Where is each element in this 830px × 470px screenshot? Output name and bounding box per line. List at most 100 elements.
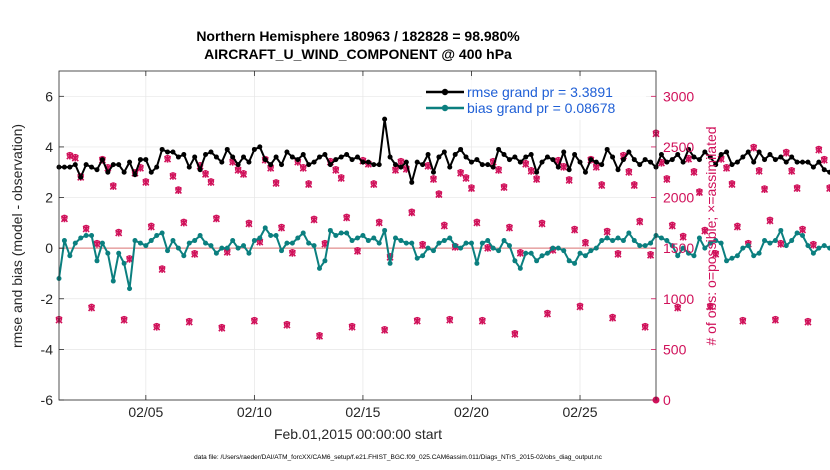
rmse-point xyxy=(203,152,209,158)
bias-point xyxy=(197,233,203,238)
obs-assimilated-point xyxy=(158,265,166,273)
bias-point xyxy=(295,235,301,241)
bias-point xyxy=(420,253,426,259)
y-tick-label: -2 xyxy=(41,291,54,307)
bias-point xyxy=(322,258,328,264)
obs-assimilated-point xyxy=(147,223,155,231)
bias-point xyxy=(550,245,556,251)
bias-point xyxy=(572,260,578,266)
bias-point xyxy=(365,238,371,244)
bias-point xyxy=(213,250,219,256)
rmse-point xyxy=(637,162,643,168)
obs-assimilated-point xyxy=(522,160,530,168)
rmse-point xyxy=(333,157,339,163)
bias-point xyxy=(235,245,241,251)
rmse-point xyxy=(78,174,84,180)
obs-assimilated-point xyxy=(663,175,671,183)
obs-assimilated-point xyxy=(413,317,421,325)
bias-point xyxy=(501,238,507,244)
obs-assimilated-point xyxy=(180,219,188,227)
rmse-point xyxy=(810,164,816,170)
bias-point xyxy=(170,238,176,244)
y-tick-label: 6 xyxy=(45,88,53,104)
rmse-point xyxy=(517,159,523,165)
obs-assimilated-point xyxy=(603,228,611,236)
bias-point xyxy=(203,240,209,246)
rmse-point xyxy=(398,164,404,170)
obs-assimilated-point xyxy=(207,178,215,186)
bias-point xyxy=(246,250,252,256)
rmse-point xyxy=(669,157,675,163)
obs-assimilated-point xyxy=(516,249,524,257)
legend-rmse-label: rmse grand pr = 3.3891 xyxy=(467,84,613,100)
obs-assimilated-point xyxy=(793,184,801,192)
rmse-point xyxy=(197,167,203,173)
bias-point xyxy=(154,233,160,238)
bias-point xyxy=(99,240,105,246)
bias-point xyxy=(61,238,67,244)
legend-bias-label: bias grand pr = 0.08678 xyxy=(467,100,615,116)
rmse-point xyxy=(555,164,561,170)
rmse-point xyxy=(219,159,225,165)
bias-point xyxy=(441,238,447,244)
obs-assimilated-point xyxy=(679,233,687,241)
rmse-point xyxy=(132,172,138,178)
obs-assimilated-point xyxy=(500,183,508,191)
bias-point xyxy=(273,233,279,238)
y-right-tick-label: 1000 xyxy=(663,291,694,307)
rmse-point xyxy=(734,159,740,165)
rmse-point xyxy=(371,162,377,168)
obs-assimilated-point xyxy=(565,176,573,184)
rmse-point xyxy=(631,157,637,163)
obs-assimilated-point xyxy=(310,216,318,224)
chart-subtitle: AIRCRAFT_U_WIND_COMPONENT @ 400 hPa xyxy=(204,46,512,62)
rmse-point xyxy=(588,157,594,163)
rmse-point xyxy=(230,154,236,160)
rmse-point xyxy=(490,164,496,170)
bias-point xyxy=(485,238,491,244)
obs-assimilated-point xyxy=(560,163,568,171)
bias-point xyxy=(463,240,469,246)
obs-assimilated-point xyxy=(191,250,199,258)
y-right-tick-label: 3000 xyxy=(663,88,694,104)
rmse-point xyxy=(561,149,567,155)
rmse-point xyxy=(566,167,572,173)
rmse-point xyxy=(355,154,360,160)
obs-assimilated-point xyxy=(625,168,633,176)
rmse-point xyxy=(67,164,73,170)
bias-point xyxy=(783,243,789,249)
rmse-point xyxy=(154,164,160,170)
obs-assimilated-point xyxy=(218,324,226,332)
bias-point xyxy=(827,245,830,251)
obs-assimilated-point xyxy=(630,181,638,189)
bias-point xyxy=(474,260,480,266)
legend-bias-marker xyxy=(441,104,449,112)
bias-point xyxy=(544,250,550,256)
obs-assimilated-point xyxy=(798,226,807,234)
x-tick-label: 02/05 xyxy=(128,404,163,420)
obs-assimilated-point xyxy=(429,175,438,183)
bias-point xyxy=(360,233,366,238)
rmse-point xyxy=(778,154,784,160)
y-tick-label: 2 xyxy=(45,190,53,206)
obs-assimilated-point xyxy=(125,255,134,263)
rmse-point xyxy=(322,152,328,158)
rmse-point xyxy=(615,167,621,173)
rmse-point xyxy=(186,164,192,170)
obs-assimilated-point xyxy=(782,149,790,157)
bias-point xyxy=(637,243,643,249)
bias-point xyxy=(610,238,616,244)
bias-point xyxy=(67,253,73,259)
bias-point xyxy=(745,243,751,249)
bias-point xyxy=(702,245,708,251)
legend-rmse-marker xyxy=(441,88,449,96)
obs-assimilated-point xyxy=(315,332,324,340)
bias-point xyxy=(458,245,464,251)
bias-point xyxy=(528,250,534,256)
x-axis: 02/05 02/10 02/15 02/20 02/25 xyxy=(128,71,598,420)
bias-point xyxy=(338,230,344,236)
bias-point xyxy=(83,233,89,238)
rmse-point xyxy=(572,152,578,158)
bias-point xyxy=(284,240,290,246)
obs-assimilated-point xyxy=(684,155,693,163)
